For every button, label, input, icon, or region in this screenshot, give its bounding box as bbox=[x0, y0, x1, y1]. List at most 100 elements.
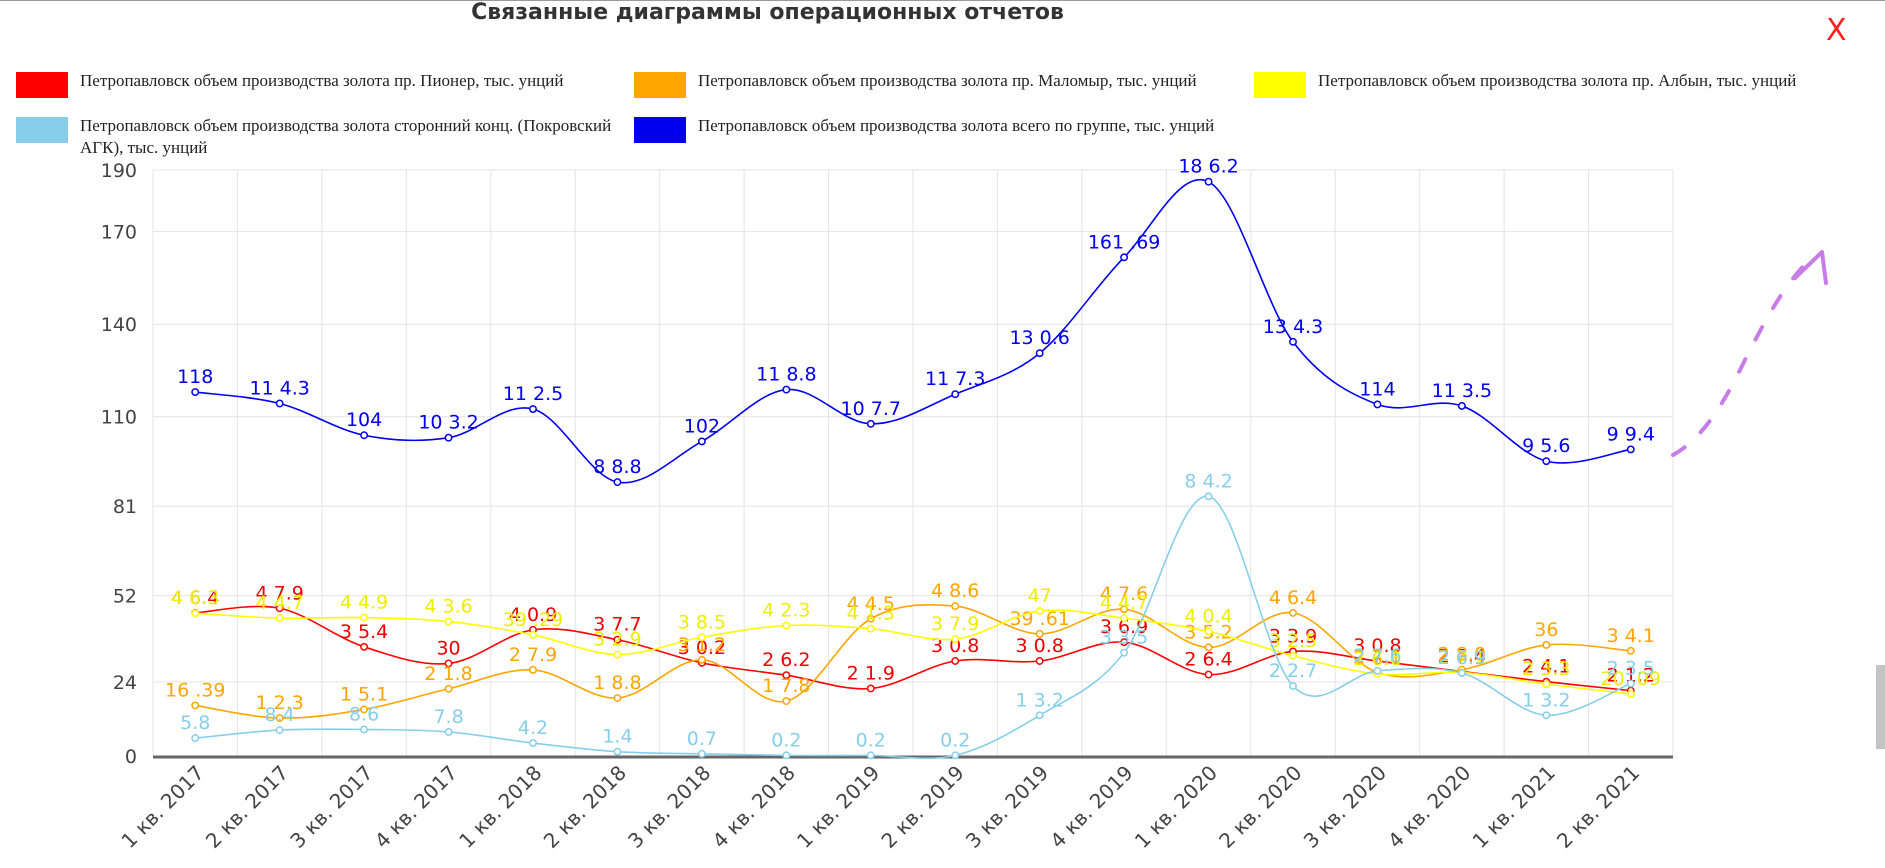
data-label-pokrovsky: 8.6 bbox=[349, 703, 379, 725]
data-point-total bbox=[782, 385, 791, 394]
data-point-malomyr bbox=[529, 666, 537, 674]
data-point-albyn bbox=[697, 633, 706, 642]
data-point-albyn bbox=[1626, 690, 1635, 698]
data-point-pioneer bbox=[1120, 638, 1129, 647]
data-point-pioneer bbox=[782, 671, 791, 680]
data-point-pokrovsky bbox=[697, 749, 706, 758]
data-label-pokrovsky: 1 3.2 bbox=[1015, 689, 1063, 711]
data-point-pioneer bbox=[360, 642, 369, 651]
legend-item-pokrovsky[interactable]: Петропавловск объем производства золота … bbox=[16, 115, 626, 159]
legend-label-pioneer: Петропавловск объем производства золота … bbox=[80, 71, 564, 90]
data-point-pioneer bbox=[1204, 670, 1213, 679]
y-tick-label: 24 bbox=[113, 672, 137, 694]
data-label-total: 11 7.3 bbox=[925, 368, 985, 390]
data-point-malomyr bbox=[1204, 643, 1213, 652]
data-point-albyn bbox=[444, 617, 453, 626]
x-tick-label: 3 кв. 2020 bbox=[1299, 761, 1391, 853]
data-point-malomyr bbox=[697, 655, 706, 664]
data-label-malomyr: 16 .39 bbox=[165, 679, 225, 701]
x-tick-label: 3 кв. 2017 bbox=[285, 761, 377, 853]
data-point-malomyr bbox=[1120, 605, 1129, 614]
x-tick-label: 1 кв. 2017 bbox=[116, 761, 208, 853]
legend-item-malomyr[interactable]: Петропавловск объем производства золота … bbox=[634, 70, 1234, 98]
data-point-malomyr bbox=[360, 705, 369, 714]
data-label-malomyr: 4 6.4 bbox=[1269, 587, 1317, 609]
data-point-malomyr bbox=[444, 684, 453, 693]
data-label-albyn: 3 7.9 bbox=[931, 613, 979, 635]
close-button[interactable]: X bbox=[1826, 13, 1847, 48]
data-point-malomyr bbox=[866, 614, 875, 623]
annotation-arrow-path bbox=[1671, 253, 1817, 457]
legend-swatch-albyn bbox=[1254, 72, 1306, 98]
data-point-pokrovsky bbox=[1035, 711, 1044, 720]
data-point-total bbox=[697, 437, 706, 446]
data-label-malomyr: 3 4.1 bbox=[1607, 625, 1655, 647]
data-label-total: 9 9.4 bbox=[1607, 423, 1655, 445]
series-pokrovsky: 5.8 8.4 8.6 7.8 4.2 1.4 0.7 0.2 0.2 0.2 1 3.2 3 3.5… bbox=[180, 470, 1655, 760]
series-line-pioneer bbox=[195, 605, 1631, 692]
data-label-pioneer: 4 6.4 bbox=[171, 587, 219, 609]
data-label-pioneer: 4 7.9 bbox=[255, 582, 303, 604]
legend-label-total: Петропавловск объем производства золота … bbox=[698, 116, 1215, 135]
legend-item-total[interactable]: Петропавловск объем производства золота … bbox=[634, 115, 1254, 143]
data-label-total: 114 bbox=[1359, 378, 1395, 400]
data-label-pioneer: 3 3.9 bbox=[1269, 625, 1317, 647]
data-point-pokrovsky bbox=[1457, 669, 1466, 677]
data-point-pokrovsky bbox=[782, 751, 791, 760]
data-label-pokrovsky: 0.2 bbox=[856, 729, 886, 751]
data-label-malomyr: 1 7.8 bbox=[762, 675, 810, 697]
data-label-pokrovsky: 0.2 bbox=[771, 729, 801, 751]
data-point-malomyr bbox=[1035, 629, 1044, 638]
data-point-albyn bbox=[1289, 651, 1297, 660]
data-point-total bbox=[866, 419, 875, 428]
data-point-pioneer bbox=[866, 684, 875, 693]
legend-label-malomyr: Петропавловск объем производства золота … bbox=[698, 71, 1197, 90]
data-point-malomyr bbox=[613, 694, 622, 702]
data-label-pokrovsky: 7.8 bbox=[433, 706, 463, 728]
data-label-malomyr: 1 8.8 bbox=[593, 672, 641, 694]
data-point-albyn bbox=[1035, 607, 1044, 615]
data-label-albyn: 47 bbox=[1028, 585, 1052, 607]
series-albyn: 4 6.3 4 4.7 4 4.9 4 3.6 39 .29 3 2.9 3 8.5 4 2.… bbox=[171, 585, 1661, 698]
data-label-albyn: 4 6.3 bbox=[171, 587, 219, 609]
data-label-total: 18 6.2 bbox=[1178, 156, 1238, 178]
y-tick-label: 81 bbox=[113, 496, 137, 518]
data-label-pokrovsky: 1.4 bbox=[602, 726, 632, 748]
x-tick-label: 2 кв. 2018 bbox=[539, 761, 631, 853]
data-label-albyn: 4 4.9 bbox=[340, 592, 388, 614]
data-point-albyn bbox=[360, 613, 369, 622]
data-label-malomyr: 4 7.6 bbox=[1100, 583, 1148, 605]
legend-item-albyn[interactable]: Петропавловск объем производства золота … bbox=[1254, 70, 1824, 98]
data-label-pioneer: 2 6.4 bbox=[1184, 649, 1232, 671]
data-label-pioneer: 2 7.4 bbox=[1438, 645, 1486, 667]
data-point-pioneer bbox=[1035, 657, 1044, 665]
data-label-pokrovsky: 8 4.2 bbox=[1184, 470, 1232, 492]
x-tick-label: 2 кв. 2021 bbox=[1552, 761, 1644, 853]
y-tick-label: 140 bbox=[101, 314, 137, 336]
data-label-total: 9 5.6 bbox=[1522, 435, 1570, 457]
data-point-malomyr bbox=[191, 701, 200, 710]
data-label-total: 10 7.7 bbox=[841, 398, 901, 420]
data-point-albyn bbox=[782, 621, 791, 630]
data-point-pokrovsky bbox=[191, 734, 200, 743]
data-point-albyn bbox=[529, 630, 537, 639]
legend-label-pokrovsky: Петропавловск объем производства золота … bbox=[80, 116, 612, 157]
data-label-pokrovsky: 0.2 bbox=[940, 729, 970, 751]
data-label-albyn: 39 .29 bbox=[503, 609, 563, 631]
data-label-albyn: 3 2.9 bbox=[593, 629, 641, 651]
data-label-malomyr: 2 7.9 bbox=[509, 644, 557, 666]
data-point-albyn bbox=[866, 624, 875, 633]
data-label-pokrovsky: 0.7 bbox=[687, 728, 717, 750]
x-tick-label: 3 кв. 2019 bbox=[961, 761, 1053, 853]
annotation-arrow-head bbox=[1793, 250, 1828, 285]
x-tick-label: 1 кв. 2018 bbox=[454, 761, 546, 853]
data-point-pokrovsky bbox=[1626, 679, 1635, 688]
data-point-pokrovsky bbox=[866, 751, 875, 760]
data-label-total: 11 8.8 bbox=[756, 364, 816, 386]
legend-item-pioneer[interactable]: Петропавловск объем производства золота … bbox=[16, 70, 611, 98]
scrollbar-thumb[interactable] bbox=[1876, 665, 1885, 749]
data-label-albyn: 3 8.5 bbox=[678, 611, 726, 633]
data-point-pioneer bbox=[1373, 657, 1382, 665]
data-label-total: 161 .69 bbox=[1088, 231, 1161, 253]
data-point-albyn bbox=[1542, 680, 1551, 689]
